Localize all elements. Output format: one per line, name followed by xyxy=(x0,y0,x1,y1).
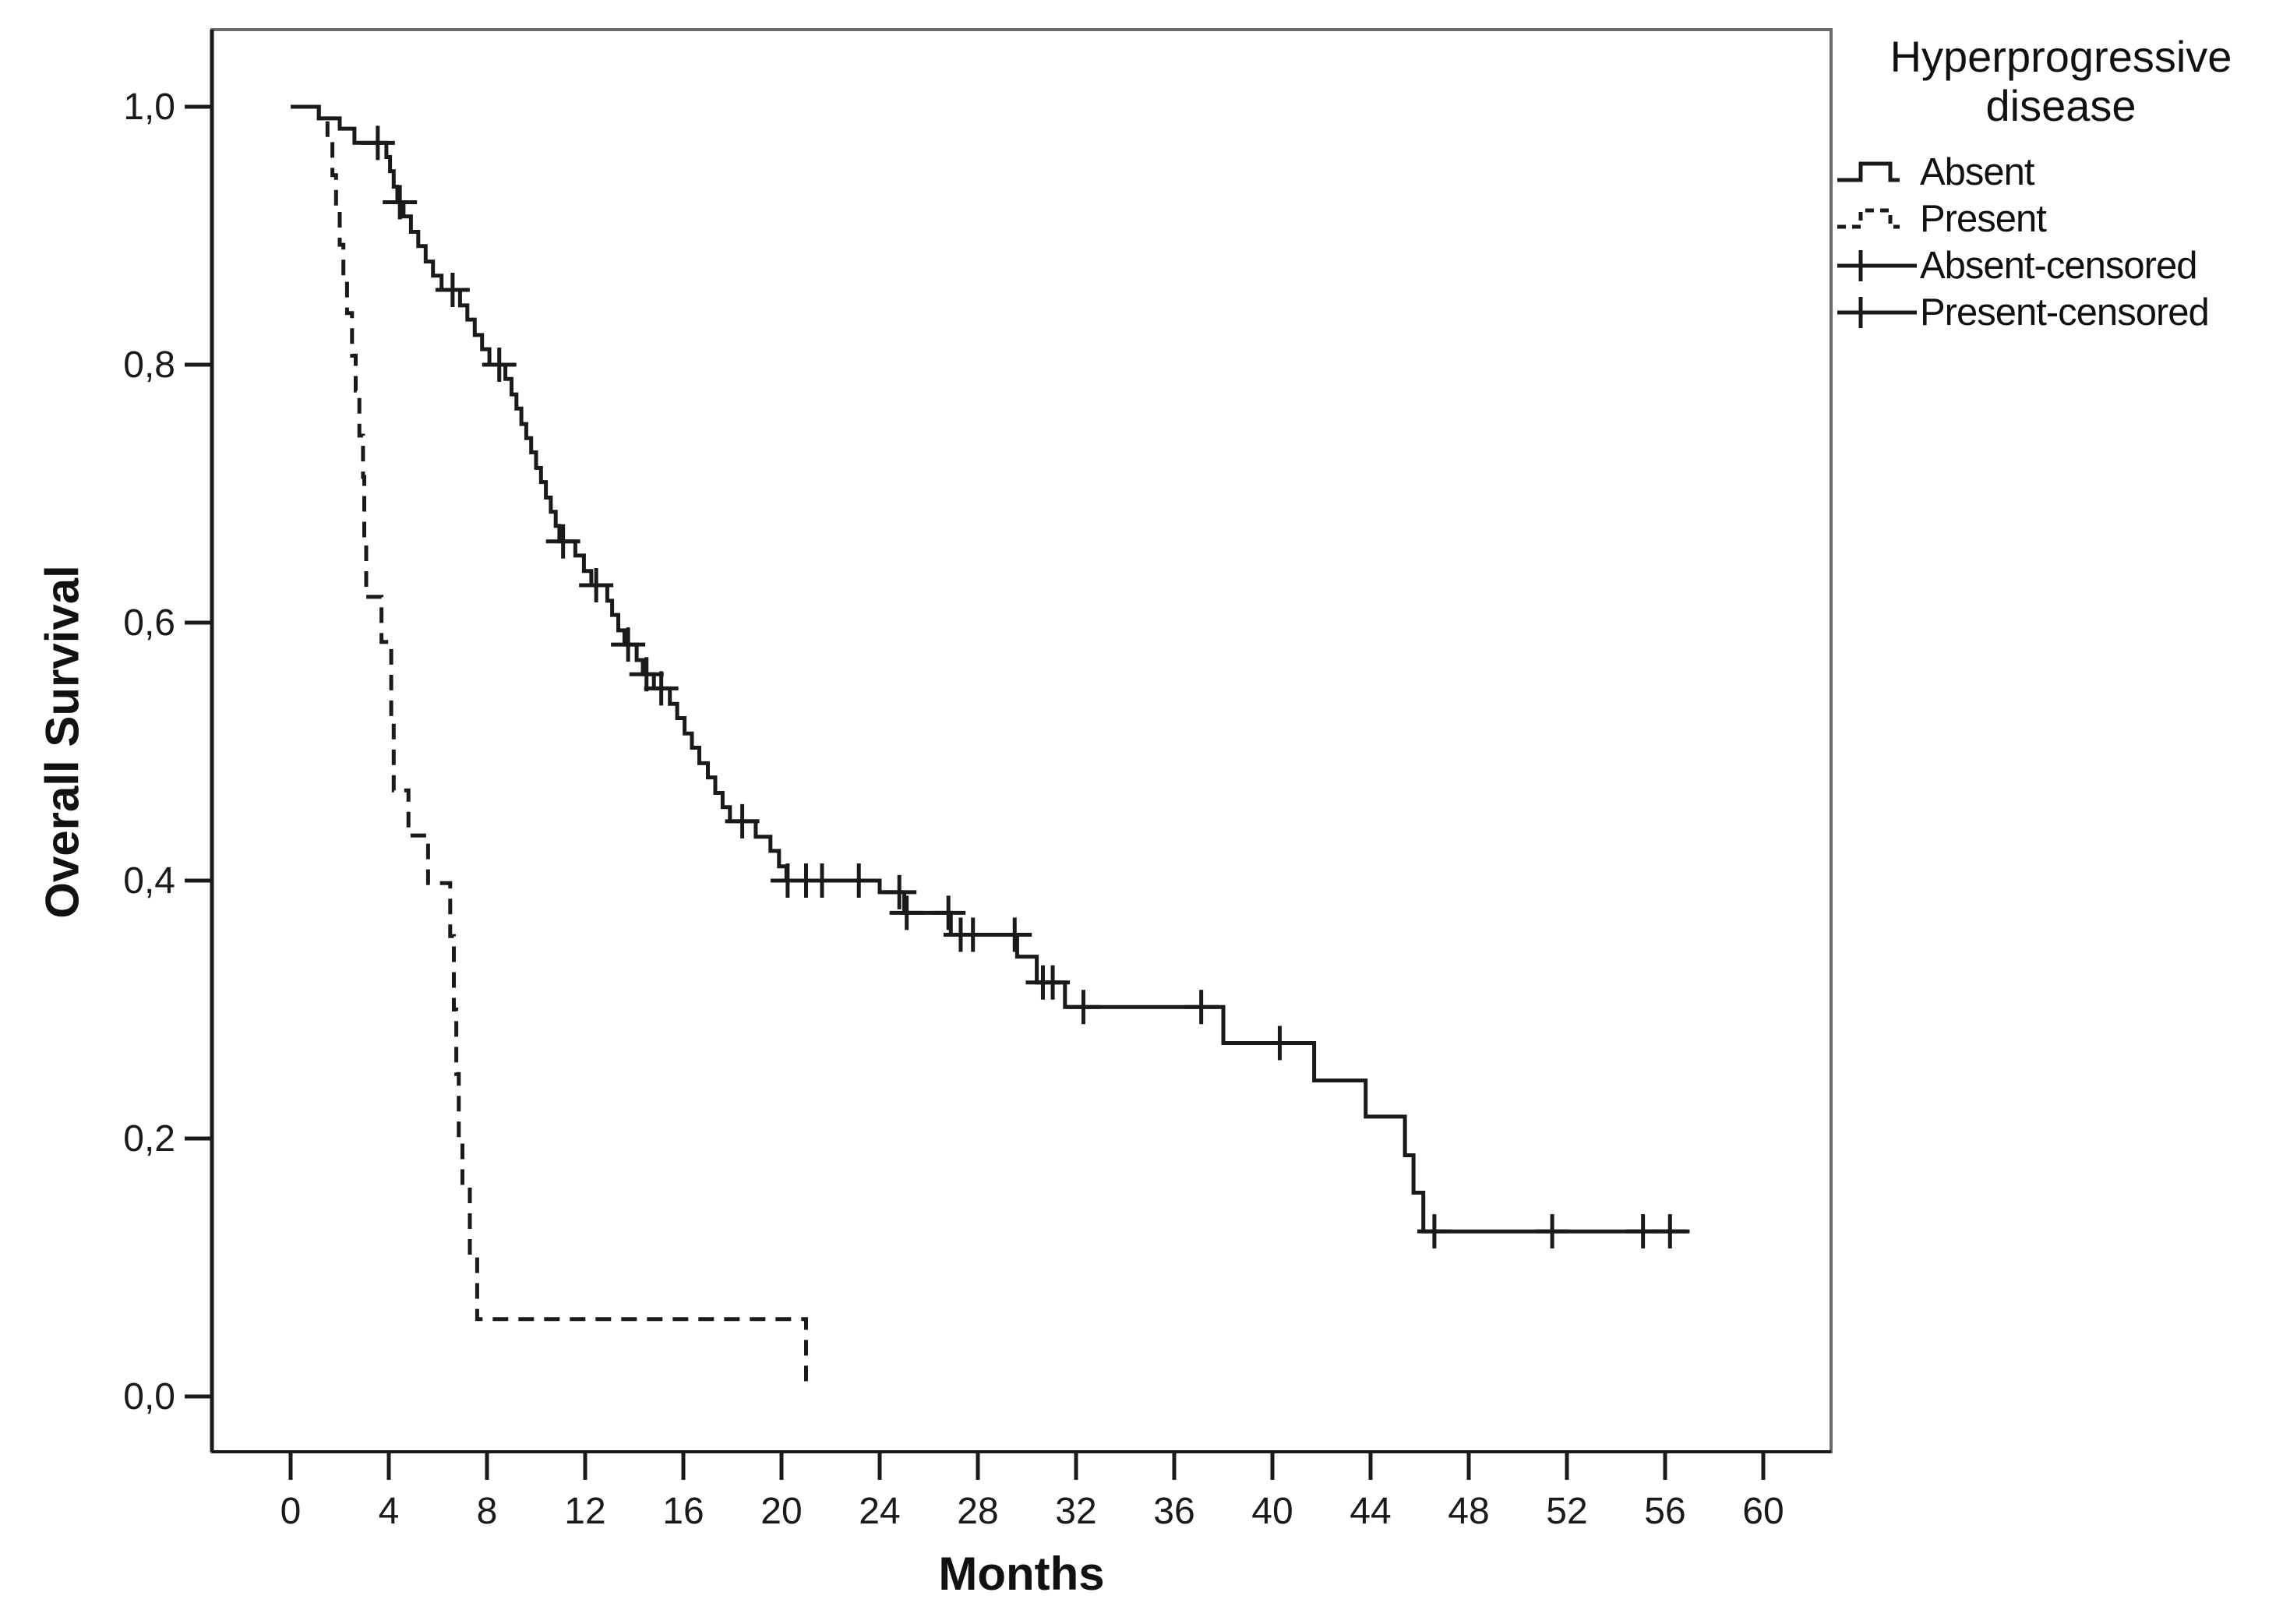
x-tick-label: 16 xyxy=(662,1491,704,1532)
legend-item-label: Absent-censored xyxy=(1920,245,2197,288)
censor-cross-icon xyxy=(1837,297,1917,329)
x-tick-label: 60 xyxy=(1742,1491,1784,1532)
censor-cross-icon xyxy=(1837,250,1917,282)
legend-items: Absent Present Absent-censored Present-cens… xyxy=(1836,149,2286,336)
absent-survival-curve xyxy=(291,104,1690,1234)
x-tick-label: 4 xyxy=(379,1491,400,1532)
x-axis-ticks: 0 4 8 12 16 20 24 28 32 36 40 44 48 52 56 60 xyxy=(281,1452,1784,1532)
x-axis-title: Months xyxy=(938,1548,1105,1600)
x-tick-label: 28 xyxy=(957,1491,998,1532)
y-tick-label: 0,2 xyxy=(123,1118,175,1160)
x-tick-label: 48 xyxy=(1448,1491,1489,1532)
y-tick-label: 1,0 xyxy=(123,86,175,128)
x-tick-label: 20 xyxy=(760,1491,802,1532)
x-tick-label: 56 xyxy=(1644,1491,1685,1532)
y-axis-title: Overall Survival xyxy=(36,565,89,919)
x-tick-label: 36 xyxy=(1153,1491,1194,1532)
legend-item-label: Absent xyxy=(1920,151,2035,194)
legend-glyph-stroke xyxy=(1837,208,1900,229)
legend-item-absent: Absent xyxy=(1836,149,2286,196)
y-tick-label: 0,4 xyxy=(123,860,175,902)
legend-item-absent-censored: Absent-censored xyxy=(1836,242,2286,289)
x-tick-label: 24 xyxy=(859,1491,900,1532)
y-tick-label: 0,8 xyxy=(123,344,175,386)
x-tick-label: 40 xyxy=(1251,1491,1293,1532)
legend-item-present-censored: Present-censored xyxy=(1836,289,2286,336)
x-tick-label: 12 xyxy=(564,1491,605,1532)
x-tick-label: 8 xyxy=(477,1491,498,1532)
x-tick-label: 52 xyxy=(1546,1491,1587,1532)
present-survival-curve xyxy=(291,104,808,1390)
legend-glyph-stroke xyxy=(1837,161,1900,182)
x-tick-label: 44 xyxy=(1350,1491,1391,1532)
legend-item-present: Present xyxy=(1836,196,2286,242)
dashed-step-icon xyxy=(1837,208,1900,229)
legend-item-label: Present-censored xyxy=(1920,291,2210,334)
y-axis-ticks: 1,0 0,8 0,6 0,4 0,2 0,0 xyxy=(123,86,212,1417)
y-tick-label: 0,6 xyxy=(123,602,175,644)
legend-item-label: Present xyxy=(1920,198,2047,241)
plot-frame xyxy=(210,28,1833,1453)
x-tick-label: 0 xyxy=(281,1491,302,1532)
absent-censor-marks xyxy=(360,125,1688,1249)
y-tick-label: 0,0 xyxy=(123,1376,175,1417)
legend: Hyperprogressive disease Absent Present Ab… xyxy=(1836,32,2286,336)
x-tick-label: 32 xyxy=(1055,1491,1096,1532)
solid-step-icon xyxy=(1837,161,1900,182)
legend-title: Hyperprogressive disease xyxy=(1890,32,2232,130)
